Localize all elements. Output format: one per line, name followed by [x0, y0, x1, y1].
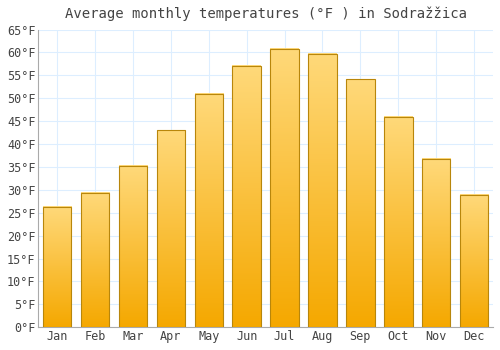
Bar: [422, 159, 450, 327]
Bar: [194, 94, 223, 327]
Bar: [270, 49, 299, 327]
Bar: [384, 117, 412, 327]
Bar: [346, 79, 374, 327]
Bar: [43, 207, 72, 327]
Bar: [81, 193, 110, 327]
Title: Average monthly temperatures (°F ) in Sodražžica: Average monthly temperatures (°F ) in So…: [64, 7, 466, 21]
Bar: [460, 195, 488, 327]
Bar: [308, 54, 336, 327]
Bar: [156, 130, 185, 327]
Bar: [119, 166, 147, 327]
Bar: [232, 66, 261, 327]
